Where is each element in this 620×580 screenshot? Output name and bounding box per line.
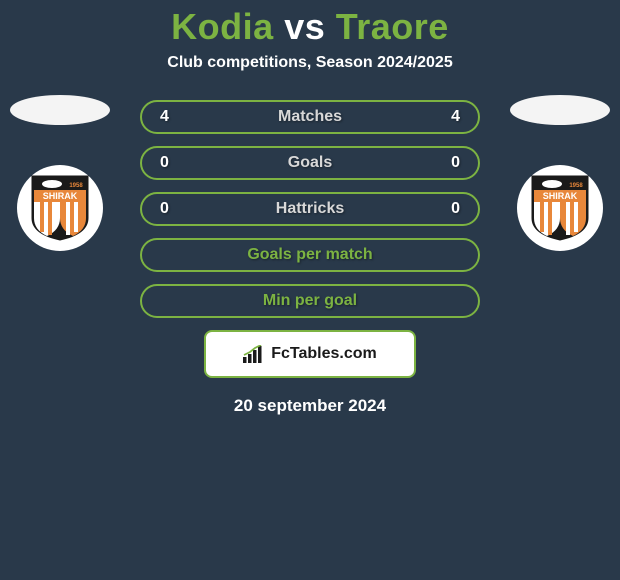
stat-left-value: 4 — [160, 108, 180, 126]
stat-right-value: 0 — [440, 200, 460, 218]
page-container: Kodia vs Traore Club competitions, Seaso… — [0, 0, 620, 416]
stat-right-value: 4 — [440, 108, 460, 126]
stat-left-value: 0 — [160, 154, 180, 172]
stat-label: Hattricks — [276, 200, 344, 218]
svg-text:SHIRAK: SHIRAK — [43, 191, 78, 201]
svg-text:SHIRAK: SHIRAK — [543, 191, 578, 201]
vs-text: vs — [284, 6, 325, 47]
stat-row-goals: 0 Goals 0 — [140, 146, 480, 180]
stat-label: Goals per match — [247, 246, 372, 264]
stats-table: 4 Matches 4 0 Goals 0 0 Hattricks 0 Goal… — [140, 100, 480, 318]
stat-right-value: 0 — [440, 154, 460, 172]
content-area: 1958 SHIRAK 1958 — [0, 100, 620, 416]
stat-row-goals-per-match: Goals per match — [140, 238, 480, 272]
svg-text:1958: 1958 — [569, 183, 583, 189]
page-title: Kodia vs Traore — [0, 6, 620, 48]
player1-photo — [10, 95, 110, 125]
subtitle: Club competitions, Season 2024/2025 — [0, 54, 620, 72]
date-text: 20 september 2024 — [0, 396, 620, 416]
stat-label: Goals — [288, 154, 332, 172]
svg-text:1958: 1958 — [69, 183, 83, 189]
stat-label: Min per goal — [263, 292, 357, 310]
stat-row-matches: 4 Matches 4 — [140, 100, 480, 134]
shirak-shield-icon: 1958 SHIRAK — [30, 174, 90, 242]
player2-photo — [510, 95, 610, 125]
brand-box: FcTables.com — [204, 330, 416, 378]
player2-name: Traore — [336, 6, 449, 47]
player2-club-badge: 1958 SHIRAK — [517, 165, 603, 251]
brand-text: FcTables.com — [271, 345, 377, 363]
stat-label: Matches — [278, 108, 342, 126]
stat-row-hattricks: 0 Hattricks 0 — [140, 192, 480, 226]
bar-chart-icon — [243, 345, 265, 363]
shirak-shield-icon: 1958 SHIRAK — [530, 174, 590, 242]
stat-row-min-per-goal: Min per goal — [140, 284, 480, 318]
player1-club-badge: 1958 SHIRAK — [17, 165, 103, 251]
stat-left-value: 0 — [160, 200, 180, 218]
player1-name: Kodia — [171, 6, 274, 47]
